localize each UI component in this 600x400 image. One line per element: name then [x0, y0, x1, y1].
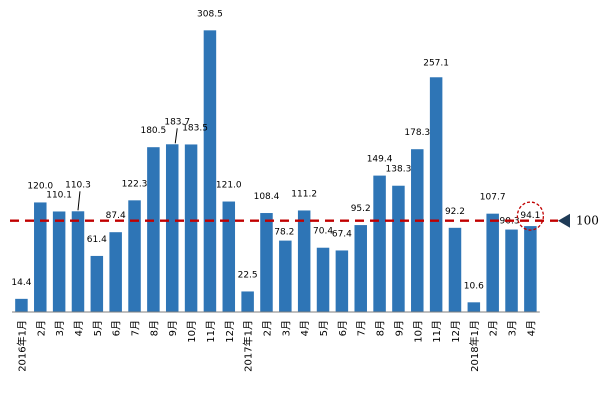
x-tick-label-25: 2018年1月 [468, 320, 481, 372]
bar-22 [411, 149, 424, 312]
leader-lines-group [77, 128, 178, 211]
bar-27 [505, 229, 518, 312]
bar-8 [147, 147, 160, 312]
value-label-19: 95.2 [351, 204, 371, 214]
value-label-5: 61.4 [87, 235, 107, 245]
reference-marker [558, 213, 570, 228]
value-label-26: 107.7 [480, 193, 506, 203]
x-tick-label-15: 3月 [280, 320, 292, 336]
leader-line-1 [77, 191, 81, 211]
value-label-25: 10.6 [464, 281, 484, 291]
x-tick-label-19: 7月 [356, 320, 368, 336]
bar-24 [448, 227, 462, 312]
x-tick-label-8: 8月 [148, 320, 160, 336]
value-label-24: 92.2 [445, 207, 465, 217]
x-tick-label-2: 2月 [35, 320, 47, 336]
bar-14 [260, 213, 273, 312]
x-tick-label-23: 11月 [431, 320, 443, 343]
x-tick-label-20: 8月 [375, 320, 387, 336]
value-label-28: 94.1 [520, 211, 540, 221]
bar-7 [128, 200, 141, 312]
x-tick-label-12: 12月 [224, 320, 236, 343]
value-label-7: 122.3 [122, 179, 148, 189]
bar-21 [392, 185, 405, 312]
bar-23 [429, 77, 443, 313]
leader-line-2 [174, 128, 178, 144]
value-label-6: 87.4 [106, 211, 126, 221]
value-label-10: 183.5 [182, 123, 208, 133]
x-tick-label-4: 4月 [73, 320, 85, 336]
x-tick-label-28: 4月 [525, 320, 537, 336]
x-tick-label-9: 9月 [167, 320, 179, 336]
x-tick-label-26: 2月 [488, 320, 500, 336]
value-label-9: 183.7 [164, 117, 190, 127]
bar-28 [524, 226, 537, 312]
value-label-17: 70.4 [313, 227, 333, 237]
x-tick-label-1: 2016年1月 [15, 320, 28, 372]
value-label-2: 120.0 [27, 181, 53, 191]
bar-1 [15, 298, 28, 312]
bar-2 [34, 202, 47, 312]
x-tick-label-13: 2017年1月 [242, 320, 255, 372]
bar-9 [165, 144, 179, 312]
highlight-circle [516, 201, 545, 231]
bar-26 [486, 213, 499, 312]
x-tick-label-27: 3月 [507, 320, 519, 336]
value-label-13: 22.5 [238, 270, 258, 280]
bar-13 [241, 291, 254, 312]
bar-17 [316, 247, 330, 312]
value-labels-group: 14.4120.0110.1110.361.487.4122.3180.5183… [11, 9, 540, 291]
bar-11 [203, 30, 217, 313]
reference-label: 100 [576, 214, 599, 228]
bar-12 [222, 201, 236, 312]
x-tick-label-10: 10月 [186, 320, 198, 343]
bar-4 [71, 211, 85, 312]
bar-19 [354, 225, 367, 312]
bar-3 [52, 211, 66, 312]
value-label-11: 308.5 [197, 9, 223, 19]
bar-16 [297, 210, 311, 312]
bar-10 [184, 144, 198, 312]
x-tick-label-18: 6月 [337, 320, 349, 336]
value-label-22: 178.3 [404, 128, 430, 138]
value-label-18: 67.4 [332, 229, 352, 239]
value-label-16: 111.2 [291, 189, 317, 199]
value-label-21: 138.3 [386, 165, 412, 175]
x-tick-label-16: 4月 [299, 320, 311, 336]
x-tick-label-21: 9月 [393, 320, 405, 336]
x-tick-label-5: 5月 [92, 320, 104, 336]
x-tick-label-3: 3月 [54, 320, 66, 336]
bar-18 [335, 250, 349, 312]
x-tick-label-14: 2月 [261, 320, 273, 336]
x-tick-label-11: 11月 [205, 320, 217, 343]
x-tick-label-17: 5月 [318, 320, 330, 336]
bars-group [15, 30, 537, 313]
value-label-20: 149.4 [367, 155, 393, 165]
x-tick-labels-group: 2016年1月 2月 3月 4月 5月 6月 7月 8月 9月 10月 11月 12月 2017年1月 2… [15, 320, 537, 372]
bar-25 [467, 302, 481, 312]
value-label-14: 108.4 [254, 192, 280, 202]
x-tick-label-24: 12月 [450, 320, 462, 343]
bar-5 [90, 255, 104, 312]
bar-15 [279, 240, 292, 312]
bar-20 [373, 175, 386, 312]
value-label-12: 121.0 [216, 181, 242, 191]
x-tick-label-7: 7月 [130, 320, 142, 336]
value-label-15: 78.2 [274, 228, 294, 238]
x-tick-label-6: 6月 [111, 320, 123, 336]
value-label-8: 180.5 [140, 126, 166, 136]
value-label-3: 110.1 [46, 190, 72, 200]
value-label-23: 257.1 [423, 58, 449, 68]
value-label-1: 14.4 [11, 278, 31, 288]
value-label-4: 110.3 [65, 180, 91, 190]
bar-6 [109, 232, 122, 312]
x-tick-label-22: 10月 [412, 320, 424, 343]
